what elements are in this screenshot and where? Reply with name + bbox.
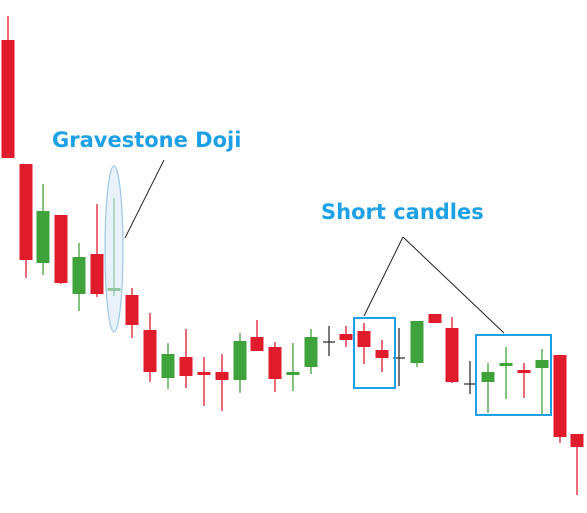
candle-body-32 bbox=[570, 434, 584, 447]
gravestone-doji-pointer bbox=[124, 159, 165, 239]
candle-body-30 bbox=[535, 360, 549, 368]
candle-body-20 bbox=[357, 331, 371, 347]
candle-body-19 bbox=[339, 334, 353, 340]
candle-body-11 bbox=[197, 372, 211, 375]
short-candles-box-right bbox=[475, 334, 552, 416]
candle-body-15 bbox=[268, 347, 282, 379]
candle-body-2 bbox=[36, 211, 50, 263]
candle-body-28 bbox=[499, 363, 513, 366]
candle-body-29 bbox=[517, 370, 531, 373]
candle-body-4 bbox=[72, 257, 86, 294]
candle-body-16 bbox=[286, 372, 300, 375]
candle-body-12 bbox=[215, 372, 229, 380]
candle-body-31 bbox=[553, 355, 567, 437]
candle-body-13 bbox=[233, 341, 247, 380]
annotations-group: Gravestone Doji Short candles bbox=[52, 128, 552, 416]
candle-body-21 bbox=[375, 350, 389, 358]
candle-body-7 bbox=[125, 295, 139, 325]
short-candles-pointer-right bbox=[402, 236, 505, 334]
candle-body-1 bbox=[19, 164, 33, 260]
candle-body-24 bbox=[428, 314, 442, 323]
candle-body-0 bbox=[1, 40, 15, 158]
candle-body-27 bbox=[481, 372, 495, 382]
gravestone-doji-label: Gravestone Doji bbox=[52, 128, 241, 152]
short-candles-label: Short candles bbox=[321, 200, 484, 224]
candle-body-8 bbox=[143, 330, 157, 372]
short-candles-pointer-left bbox=[363, 236, 404, 317]
short-candles-box-left bbox=[353, 317, 396, 389]
candle-body-25 bbox=[445, 328, 459, 382]
candle-body-9 bbox=[161, 354, 175, 378]
candles-group bbox=[1, 16, 584, 495]
candle-body-17 bbox=[304, 337, 318, 367]
candle-body-10 bbox=[179, 357, 193, 376]
candle-body-5 bbox=[90, 254, 104, 294]
candle-body-3 bbox=[54, 215, 68, 283]
candle-body-14 bbox=[250, 337, 264, 351]
candle-body-23 bbox=[410, 321, 424, 363]
doji-highlight-ellipse bbox=[104, 165, 124, 333]
